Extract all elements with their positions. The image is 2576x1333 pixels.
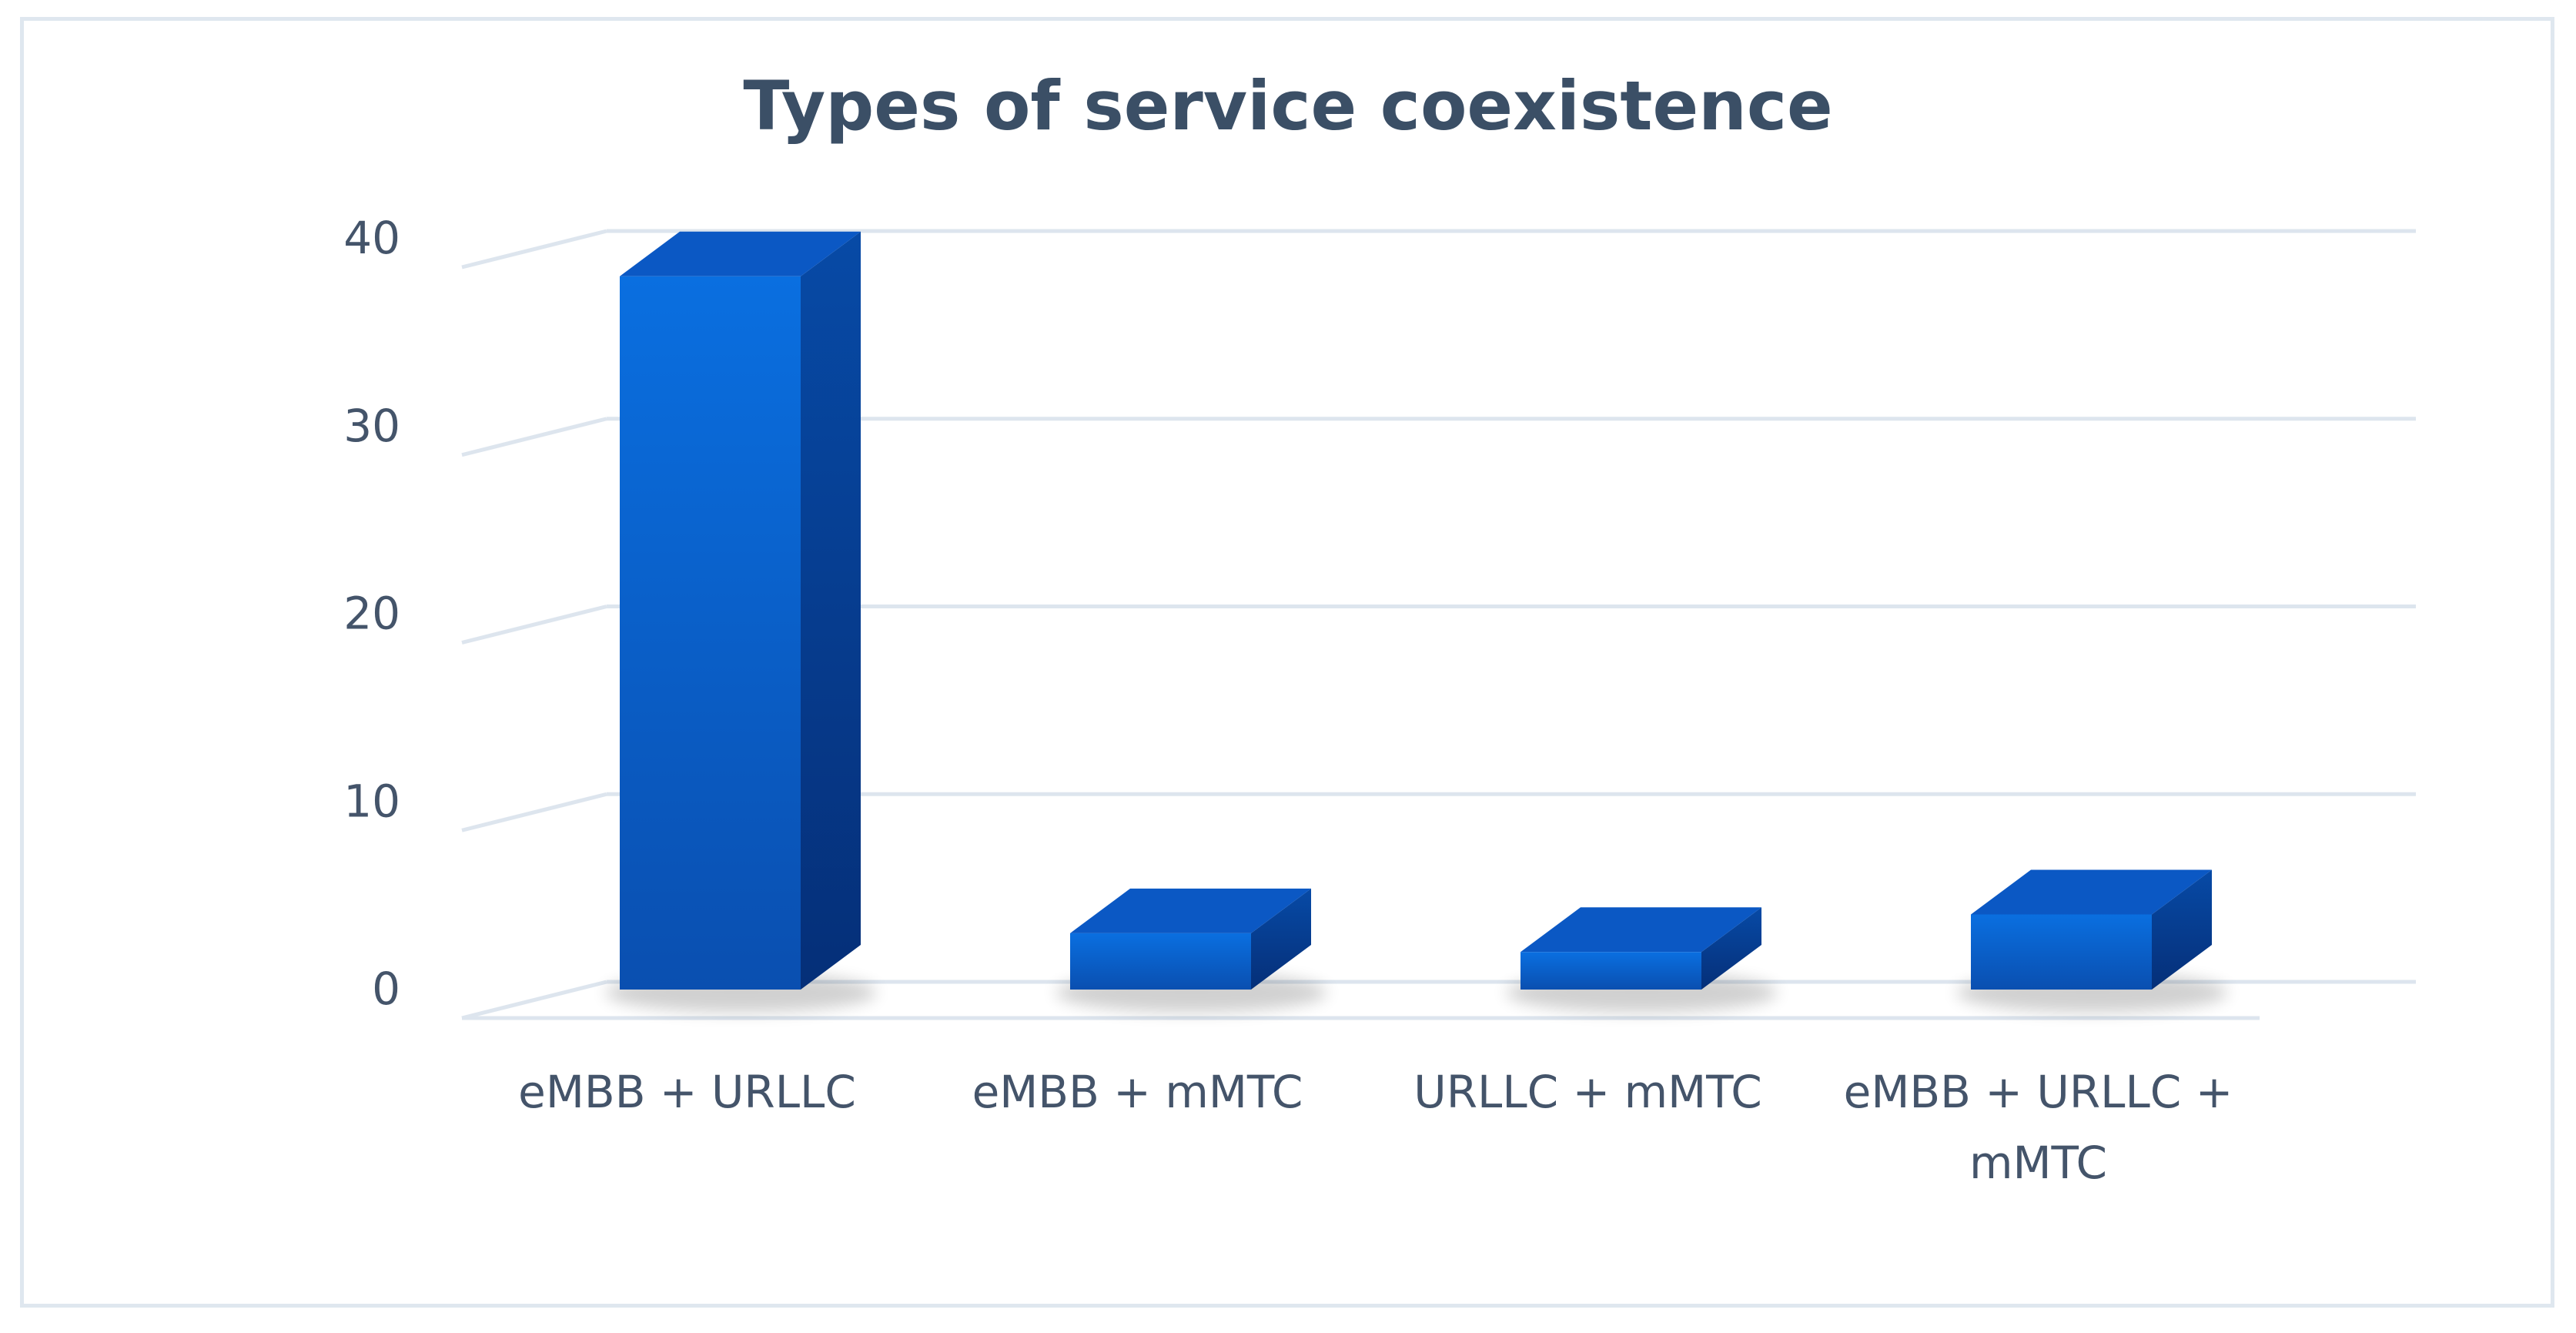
y-tick-label: 10 — [343, 775, 400, 827]
bar-front — [1971, 914, 2152, 990]
gridline-side-40 — [461, 229, 607, 270]
gridline-side-30 — [461, 417, 607, 457]
gridline-side-10 — [461, 792, 607, 832]
bar — [1521, 907, 1761, 990]
bar-side — [1251, 888, 1311, 990]
x-axis: eMBB + URLLC eMBB + mMTC URLLC + mMTC eMBB … — [518, 1066, 2233, 1189]
bar — [1971, 869, 2212, 990]
bar-top — [1521, 907, 1761, 953]
x-tick-label: eMBB + URLLC — [518, 1066, 856, 1118]
gridline-side-20 — [461, 605, 607, 645]
y-tick-label: 20 — [343, 588, 400, 640]
y-tick-label: 40 — [343, 212, 400, 264]
x-tick-label: eMBB + URLLC + mMTC — [1844, 1066, 2233, 1189]
chart-title: Types of service coexistence — [743, 66, 1832, 146]
bar — [1070, 888, 1311, 990]
x-tick-label: eMBB + mMTC — [972, 1066, 1303, 1118]
y-axis: 0 10 20 30 40 — [343, 212, 400, 1015]
bar-side — [1701, 907, 1761, 990]
bar-front — [1070, 933, 1251, 990]
bar-top — [620, 231, 861, 276]
bar-side — [2152, 869, 2212, 990]
x-tick-label: URLLC + mMTC — [1413, 1066, 1761, 1118]
bar-front — [1521, 952, 1701, 990]
bar — [620, 231, 861, 990]
bar-top — [1070, 888, 1311, 933]
bar-top — [1971, 869, 2212, 915]
bar-side — [801, 231, 861, 990]
bar-front — [620, 276, 801, 990]
bars — [620, 231, 2212, 990]
y-tick-label: 0 — [372, 963, 400, 1015]
y-tick-label: 30 — [343, 400, 400, 452]
gridline-side-0 — [461, 980, 607, 1020]
